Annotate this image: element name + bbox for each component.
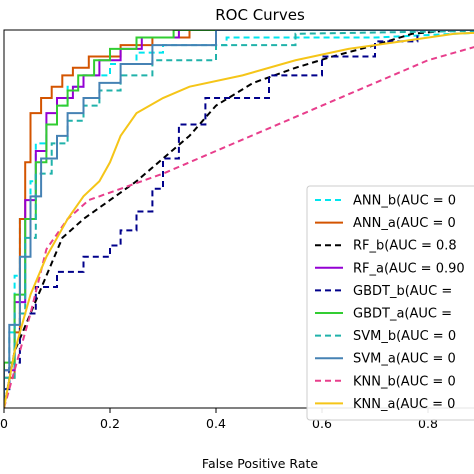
legend-entry: RF_a(AUC = 0.90 [353, 261, 465, 276]
legend-entry: GBDT_b(AUC = [353, 284, 452, 299]
series-line-7 [4, 30, 474, 408]
plot-area [4, 30, 474, 408]
series-line-9 [4, 31, 474, 408]
legend-entry: ANN_a(AUC = 0 [353, 216, 456, 231]
chart-title: ROC Curves [215, 6, 305, 24]
x-tick-label: 0 [0, 416, 8, 431]
legend-entry: KNN_b(AUC = 0 [353, 374, 456, 389]
series-line-8 [4, 46, 474, 408]
legend-entry: SVM_a(AUC = 0 [353, 352, 456, 367]
x-tick-label: 0.2 [100, 416, 120, 431]
series-line-4 [4, 30, 474, 408]
legend-entry: RF_b(AUC = 0.8 [353, 239, 457, 254]
plot-frame [3, 29, 474, 409]
legend: ANN_b(AUC = 0 ANN_a(AUC = 0 RF_b(AUC = 0.8… [306, 185, 474, 421]
legend-entry: GBDT_a(AUC = [353, 307, 452, 322]
x-tick-label: 0.4 [206, 416, 226, 431]
legend-entry: ANN_b(AUC = 0 [353, 194, 456, 209]
legend-entry: KNN_a(AUC = 0 [353, 397, 455, 412]
legend-entry: SVM_b(AUC = 0 [353, 329, 456, 344]
legend-box [306, 185, 474, 421]
x-axis-label: False Positive Rate [202, 456, 318, 471]
x-axis-ticks: 0 0.2 0.4 0.6 0.8 [0, 408, 438, 431]
